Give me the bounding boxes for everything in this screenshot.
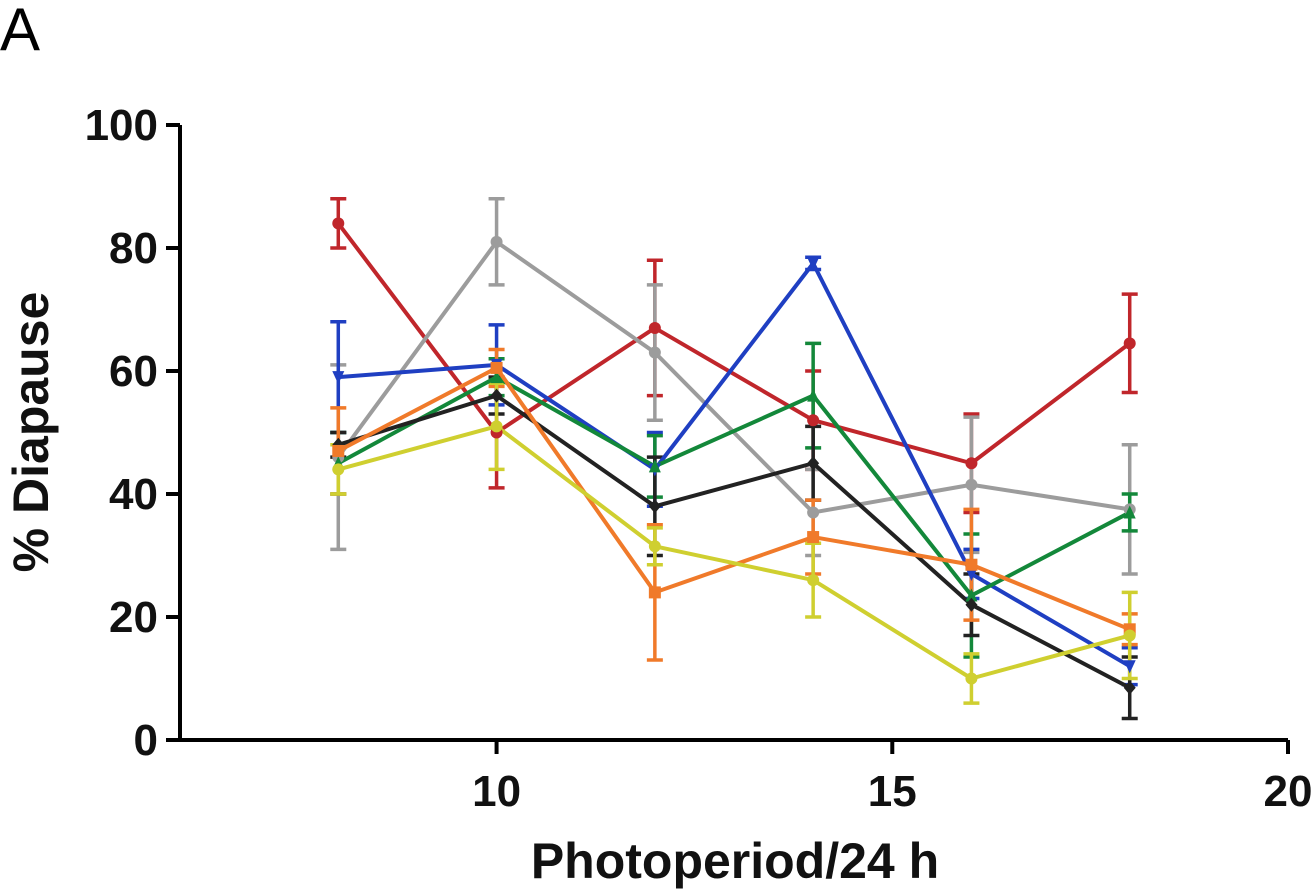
data-point: [965, 567, 978, 581]
data-point: [807, 414, 820, 427]
data-point: [648, 499, 661, 514]
data-point: [332, 444, 345, 457]
y-tick-label: 40: [109, 470, 158, 519]
x-tick-label: 20: [1264, 767, 1313, 816]
data-point: [965, 672, 978, 685]
series-line: [337, 424, 1131, 681]
data-point: [332, 217, 345, 230]
series-markers: [332, 217, 1136, 695]
data-point: [807, 257, 820, 271]
data-point: [648, 346, 661, 359]
data-point: [965, 588, 978, 602]
series-line: [338, 261, 1131, 668]
error-bars: [330, 197, 1138, 721]
data-point: [965, 457, 978, 470]
data-point: [1123, 505, 1136, 519]
axes: [178, 125, 1288, 742]
y-axis-title: % Diapause: [3, 292, 59, 573]
data-point: [965, 558, 978, 571]
x-tick-label: 15: [868, 767, 917, 816]
y-tick-label: 60: [109, 347, 158, 396]
data-point: [1123, 337, 1136, 350]
x-axis-title: Photoperiod/24 h: [531, 833, 939, 889]
data-point: [490, 361, 503, 374]
data-point: [332, 463, 345, 476]
data-point: [490, 388, 503, 403]
data-point: [1123, 629, 1136, 642]
data-point: [490, 235, 503, 248]
data-point: [648, 459, 661, 473]
y-tick-label: 100: [85, 101, 158, 150]
data-point: [807, 574, 820, 587]
data-point: [648, 586, 661, 599]
data-point: [807, 456, 820, 471]
data-point: [965, 478, 978, 491]
data-point: [490, 420, 503, 433]
data-point: [1123, 660, 1136, 674]
y-tick-label: 80: [109, 224, 158, 273]
series-line: [337, 375, 1131, 598]
y-tick-label: 20: [109, 593, 158, 642]
data-point: [648, 540, 661, 553]
data-point: [648, 321, 661, 334]
data-point: [965, 597, 978, 612]
data-point: [807, 531, 820, 544]
y-tick-label: 0: [134, 716, 158, 765]
data-point: [1123, 680, 1136, 695]
x-tick-label: 10: [472, 767, 521, 816]
data-point: [332, 371, 345, 385]
data-point: [807, 506, 820, 519]
series-line: [336, 222, 1131, 466]
data-point: [490, 370, 503, 384]
axis-ticks: 0 20 40 60 80 100 10 15 20: [85, 101, 1313, 816]
panel-label: A: [0, 0, 40, 63]
series-line: [337, 393, 1131, 690]
data-point: [807, 388, 820, 402]
series-lines: [336, 222, 1131, 690]
